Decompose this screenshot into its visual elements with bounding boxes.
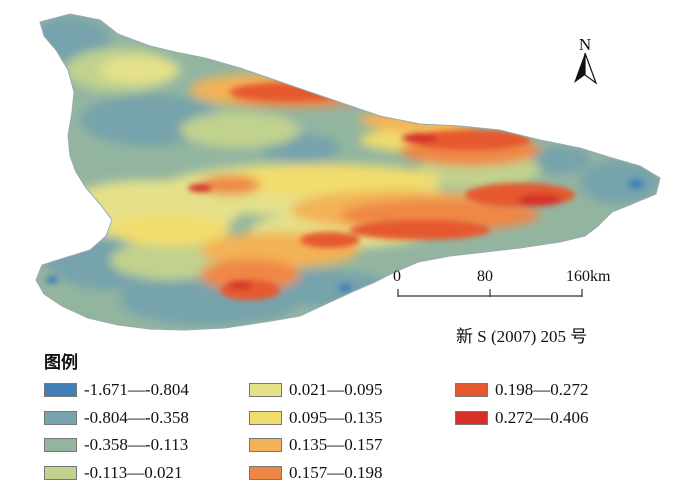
- legend-swatch: [44, 466, 77, 480]
- scale-label-80: 80: [477, 268, 493, 285]
- legend-swatch: [455, 411, 488, 425]
- legend-item: 0.095—0.135: [249, 405, 383, 431]
- legend-item: 0.135—0.157: [249, 432, 383, 458]
- legend-item: -1.671—-0.804: [44, 377, 189, 403]
- legend-label: -0.113—0.021: [84, 463, 183, 482]
- legend-label: -0.804—-0.358: [84, 408, 189, 427]
- legend-swatch: [44, 411, 77, 425]
- legend-title: 图例: [44, 353, 78, 372]
- legend-item: -0.358—-0.113: [44, 432, 188, 458]
- scale-bar-line: [397, 289, 583, 297]
- legend-item: 0.157—0.198: [249, 460, 383, 486]
- legend-label: 0.272—0.406: [495, 408, 589, 427]
- scale-label-160: 160km: [566, 268, 611, 285]
- north-label: N: [578, 35, 592, 54]
- legend-label: 0.135—0.157: [289, 435, 383, 454]
- legend-swatch: [249, 383, 282, 397]
- legend-item: -0.113—0.021: [44, 460, 183, 486]
- legend-label: 0.095—0.135: [289, 408, 383, 427]
- legend-item: 0.021—0.095: [249, 377, 383, 403]
- scale-label-0: 0: [393, 268, 401, 285]
- legend-swatch: [44, 383, 77, 397]
- legend-item: 0.198—0.272: [455, 377, 589, 403]
- region-boundary: [35, 13, 661, 331]
- legend-swatch: [455, 383, 488, 397]
- legend-item: -0.804—-0.358: [44, 405, 189, 431]
- legend-label: 0.198—0.272: [495, 380, 589, 399]
- north-arrow-icon: [574, 52, 598, 85]
- legend-label: -1.671—-0.804: [84, 380, 189, 399]
- legend: -1.671—-0.804 -0.804—-0.358 -0.358—-0.11…: [44, 377, 684, 489]
- legend-label: 0.157—0.198: [289, 463, 383, 482]
- legend-swatch: [249, 411, 282, 425]
- legend-swatch: [249, 466, 282, 480]
- map-approval-number: 新 S (2007) 205 号: [456, 327, 588, 346]
- legend-label: 0.021—0.095: [289, 380, 383, 399]
- legend-item: 0.272—0.406: [455, 405, 589, 431]
- north-arrow: N: [570, 36, 600, 90]
- legend-label: -0.358—-0.113: [84, 435, 189, 454]
- scale-bar: 0 80 160km: [390, 268, 630, 308]
- legend-swatch: [249, 438, 282, 452]
- legend-swatch: [44, 438, 77, 452]
